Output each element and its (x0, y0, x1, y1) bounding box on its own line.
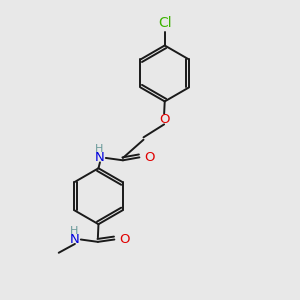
Text: N: N (70, 233, 80, 246)
Text: Cl: Cl (158, 16, 172, 30)
Text: N: N (95, 152, 105, 164)
Text: O: O (119, 233, 130, 246)
Text: H: H (70, 226, 79, 236)
Text: O: O (144, 151, 154, 164)
Text: H: H (95, 144, 103, 154)
Text: O: O (159, 112, 169, 126)
